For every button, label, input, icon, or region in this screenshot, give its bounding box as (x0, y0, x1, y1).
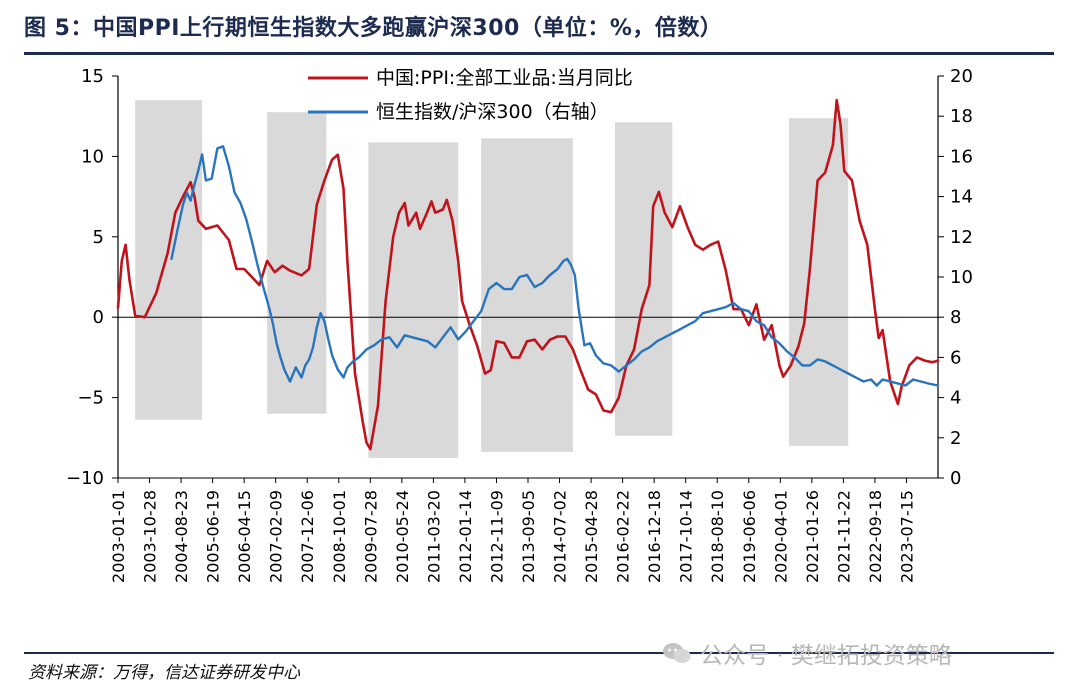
legend-label-ppi: 中国:PPI:全部工业品:当月同比 (376, 67, 633, 89)
x-tick-label: 2010-05-24 (393, 490, 412, 583)
x-tick-label: 2021-01-26 (803, 490, 822, 583)
x-tick-label: 2007-12-06 (298, 490, 317, 583)
figure-title: 图 5：中国PPI上行期恒生指数大多跑赢沪深300（单位：%，倍数） (24, 16, 723, 41)
x-tick-label: 2012-11-09 (487, 490, 506, 583)
series-layer (116, 98, 940, 451)
right-tick-label: 0 (950, 468, 961, 489)
x-tick-label: 2020-04-01 (771, 490, 790, 583)
watermark: 公众号 · 樊继拓投资策略 (662, 636, 952, 670)
right-tick-label: 2 (950, 428, 961, 449)
x-tick-label: 2012-01-14 (456, 490, 475, 583)
right-tick-label: 14 (950, 187, 973, 208)
source-note: 资料来源：万得，信达证券研发中心 (28, 663, 300, 683)
left-tick-label: 10 (81, 146, 104, 167)
shaded-period-1 (135, 100, 203, 420)
shaded-period-3 (368, 142, 459, 458)
right-tick-label: 16 (950, 146, 973, 167)
right-tick-label: 4 (950, 388, 961, 409)
left-tick-label: −10 (66, 468, 104, 489)
x-tick-label: 2016-02-22 (614, 490, 633, 583)
right-tick-label: 6 (950, 347, 961, 368)
x-tick-label: 2017-10-14 (677, 490, 696, 583)
shaded-period-6 (788, 118, 849, 446)
x-tick-label: 2005-06-19 (204, 490, 223, 583)
x-tick-label: 2023-07-15 (897, 490, 916, 583)
right-tick-label: 8 (950, 307, 961, 328)
x-tick-label: 2019-06-06 (740, 490, 759, 583)
x-tick-label: 2022-09-18 (866, 490, 885, 583)
watermark-text: 公众号 · 樊继拓投资策略 (700, 643, 952, 669)
x-tick-label: 2007-02-09 (267, 490, 286, 583)
title-divider (24, 52, 1054, 55)
shaded-period-4 (481, 138, 573, 452)
wechat-icon (662, 642, 692, 664)
legend-label-ratio: 恒生指数/沪深300（右轴） (376, 101, 609, 123)
right-tick-label: 10 (950, 267, 973, 288)
shaded-periods (135, 100, 849, 458)
left-tick-label: 5 (93, 227, 104, 248)
x-tick-label: 2009-07-28 (361, 490, 380, 583)
x-tick-label: 2018-08-10 (708, 490, 727, 583)
x-tick-label: 2006-04-15 (235, 490, 254, 583)
x-tick-label: 2004-08-23 (172, 490, 191, 583)
left-tick-label: 0 (93, 307, 104, 328)
left-tick-label: −5 (77, 388, 104, 409)
x-tick-label: 2008-10-01 (330, 490, 349, 583)
legend: 中国:PPI:全部工业品:当月同比 恒生指数/沪深300（右轴） (308, 67, 633, 123)
left-tick-label: 15 (81, 66, 104, 87)
shaded-period-2 (267, 112, 327, 414)
shaded-period-5 (614, 122, 673, 436)
x-tick-label: 2011-03-20 (424, 490, 443, 583)
footer-divider (24, 652, 1054, 654)
ppi-series-line (116, 98, 940, 451)
x-tick-label: 2003-10-28 (141, 490, 160, 583)
hsi-csi300-ratio-line (170, 145, 940, 387)
x-tick-label: 2014-07-02 (551, 490, 570, 583)
right-tick-label: 18 (950, 106, 973, 127)
x-tick-label: 2021-11-22 (834, 490, 853, 583)
x-tick-label: 2016-12-18 (645, 490, 664, 583)
right-tick-label: 20 (950, 66, 973, 87)
x-tick-label: 2013-09-05 (519, 490, 538, 583)
right-tick-label: 12 (950, 227, 973, 248)
x-tick-label: 2015-04-28 (582, 490, 601, 583)
x-tick-label: 2003-01-01 (109, 490, 128, 583)
